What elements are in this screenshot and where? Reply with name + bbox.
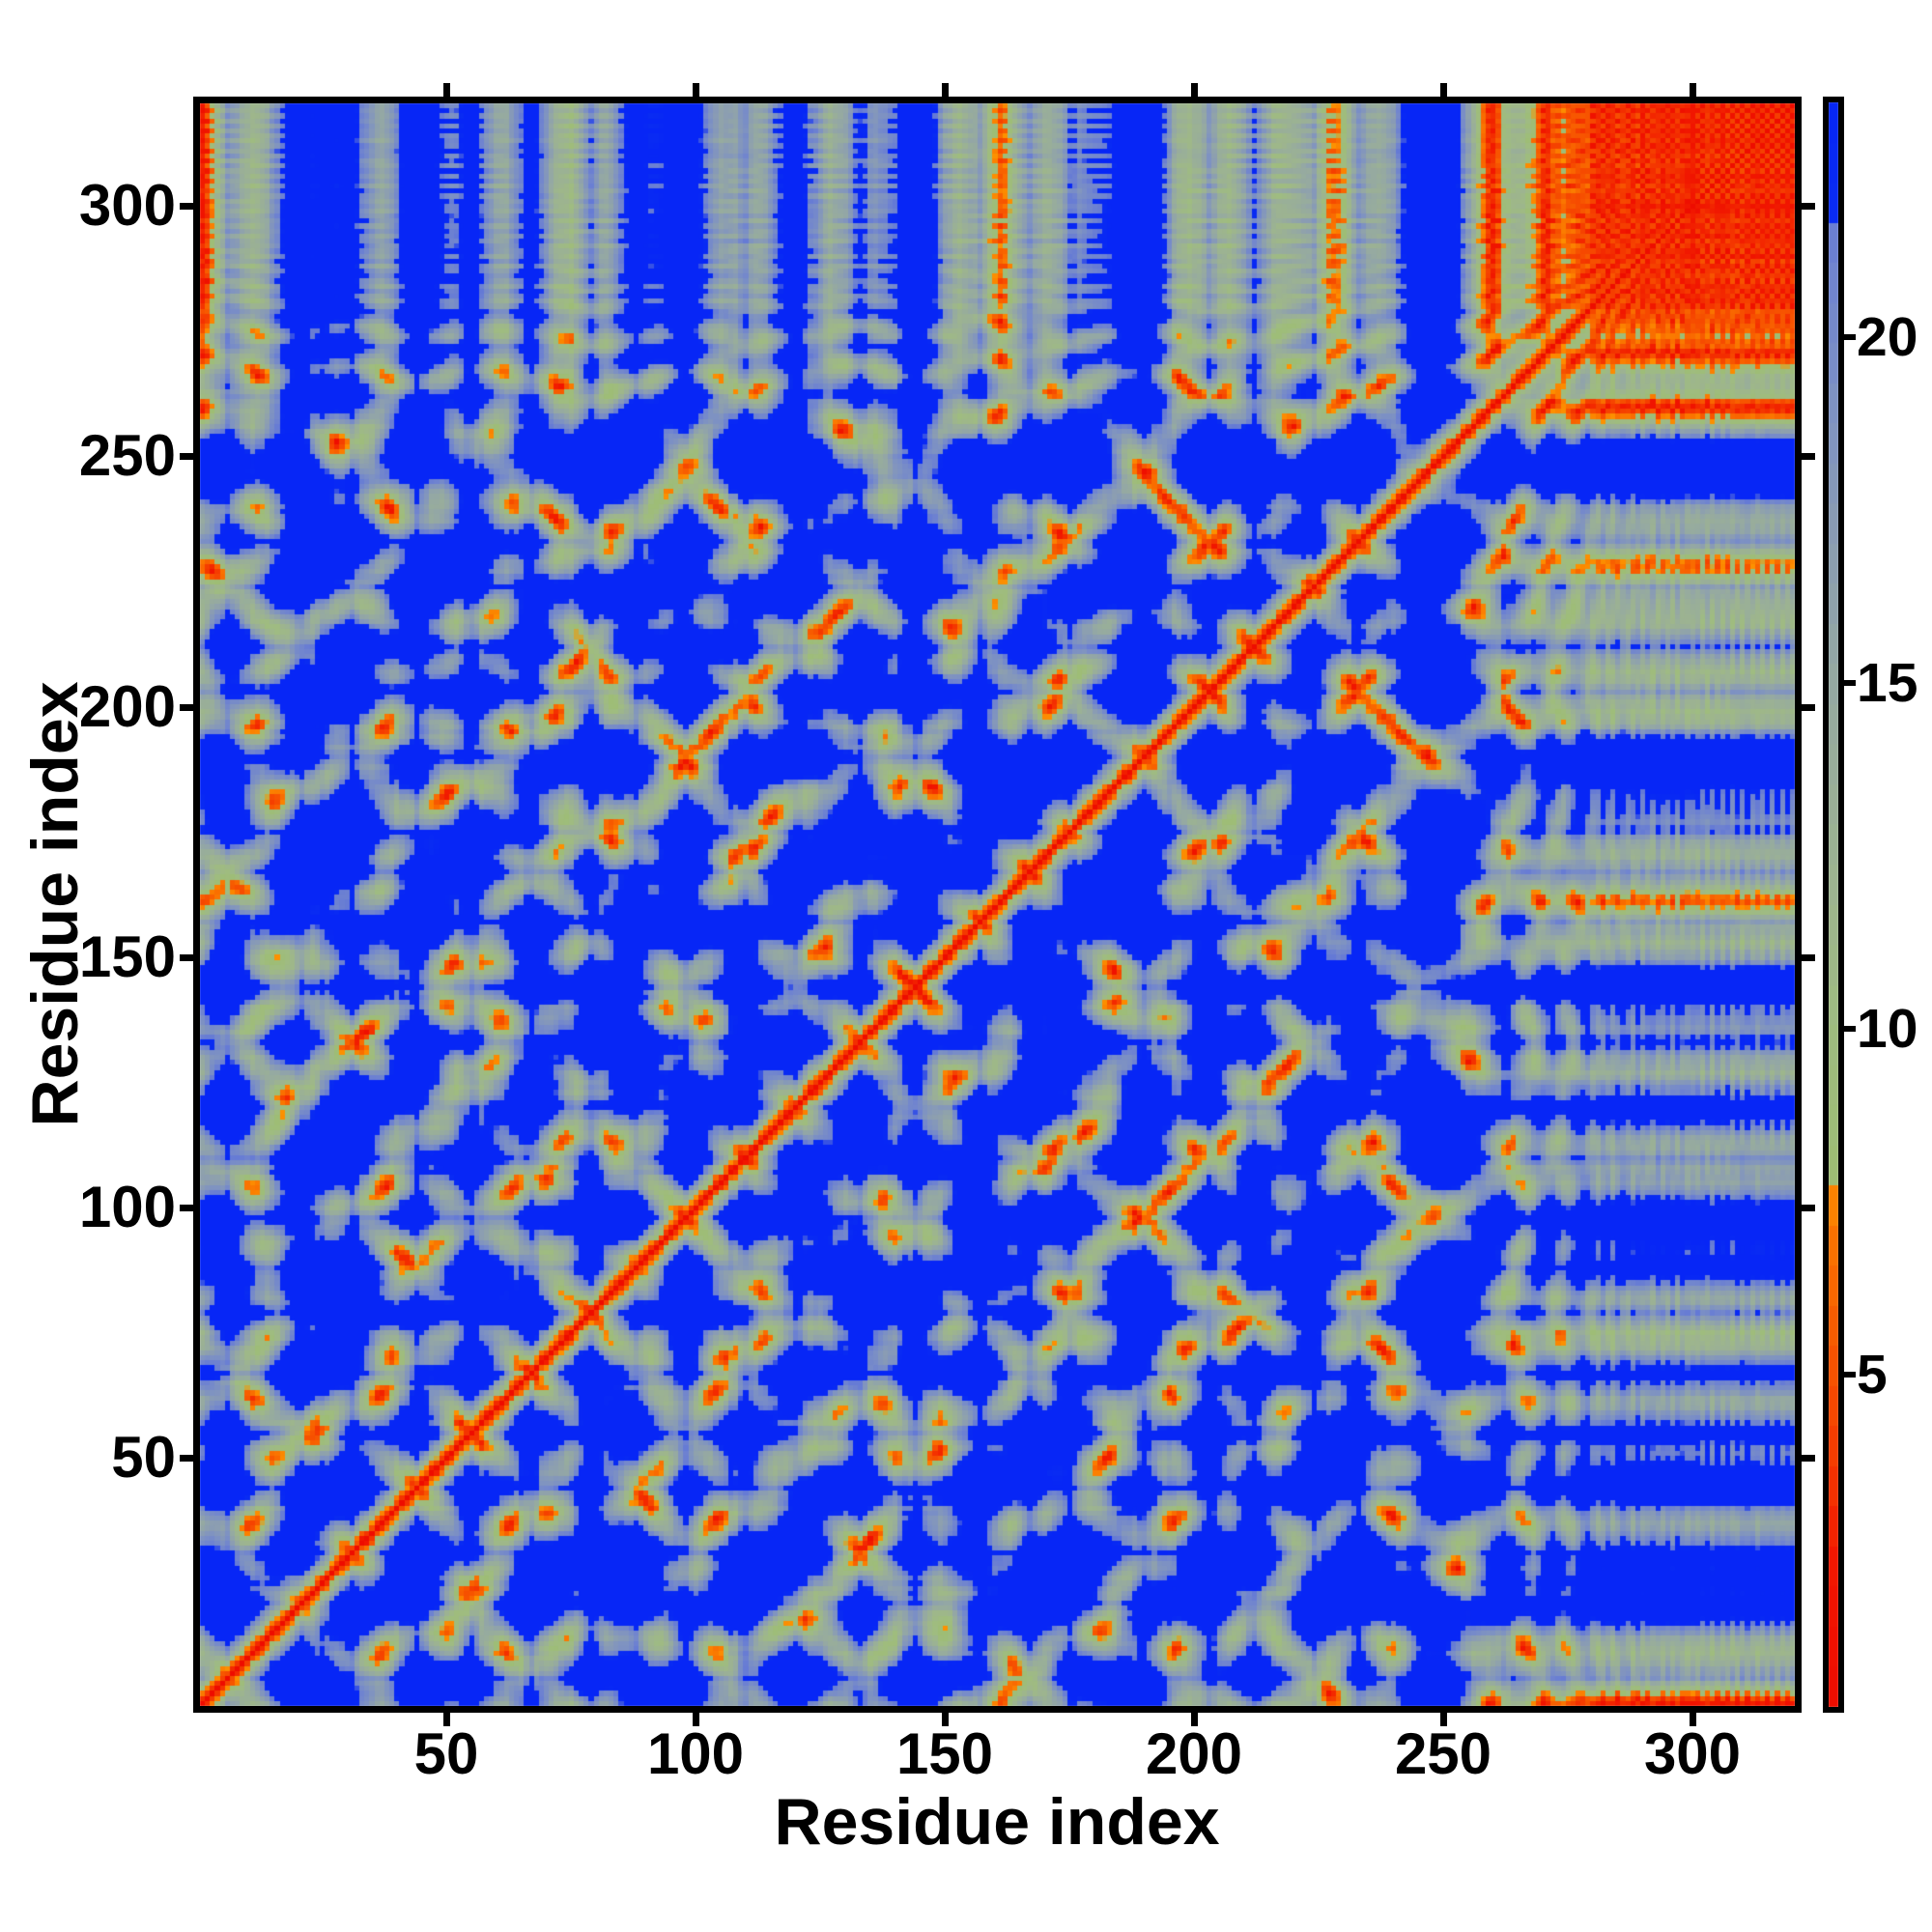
colorbar-tick [1844,680,1856,686]
x-axis-tick [443,1713,450,1726]
y-axis-tick [180,203,193,210]
y-axis-right-tick [1802,453,1815,460]
y-axis-title: Residue index [18,681,92,1127]
x-tick-label: 50 [413,1721,479,1786]
x-tick-label: 100 [646,1721,745,1786]
y-axis-tick [180,1205,193,1211]
colorbar-tick-label: 15 [1857,652,1918,714]
x-axis-tick [1690,1713,1696,1726]
x-axis-tick [942,1713,949,1726]
x-axis-tick [1191,1713,1198,1726]
x-tick-label: 250 [1394,1721,1492,1786]
colorbar-tick-label: 20 [1857,306,1918,368]
y-axis-tick [180,1455,193,1462]
x-tick-label: 200 [1145,1721,1243,1786]
x-axis-tick [1440,1713,1447,1726]
x-axis-top-tick [1191,83,1198,97]
colorbar-tick [1844,1372,1856,1378]
y-axis-tick [180,453,193,460]
x-axis-top-tick [942,83,949,97]
colorbar-tick [1844,334,1856,340]
y-axis-right-tick [1802,704,1815,711]
x-axis-top-tick [693,83,699,97]
y-axis-tick [180,704,193,711]
x-axis-tick [693,1713,699,1726]
y-axis-right-tick [1802,1455,1815,1462]
x-axis-top-tick [1440,83,1447,97]
x-axis-top-tick [1690,83,1696,97]
x-tick-label: 150 [895,1721,994,1786]
colorbar-tick [1844,1026,1856,1032]
y-tick-label: 200 [78,674,176,739]
x-axis-title: Residue index [774,1785,1220,1859]
y-axis-right-tick [1802,1205,1815,1211]
colorbar-tick-label: 5 [1857,1344,1888,1406]
y-tick-label: 50 [111,1425,176,1490]
y-tick-label: 250 [78,423,176,488]
colorbar-tick-label: 10 [1857,998,1918,1060]
y-axis-right-tick [1802,203,1815,210]
x-axis-top-tick [443,83,450,97]
y-axis-right-tick [1802,954,1815,961]
x-tick-label: 300 [1643,1721,1742,1786]
y-tick-label: 300 [78,173,176,238]
y-axis-tick [180,954,193,961]
y-tick-label: 100 [78,1175,176,1239]
y-tick-label: 150 [78,924,176,989]
